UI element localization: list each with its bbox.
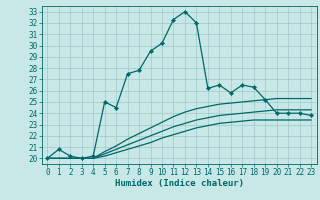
- X-axis label: Humidex (Indice chaleur): Humidex (Indice chaleur): [115, 179, 244, 188]
